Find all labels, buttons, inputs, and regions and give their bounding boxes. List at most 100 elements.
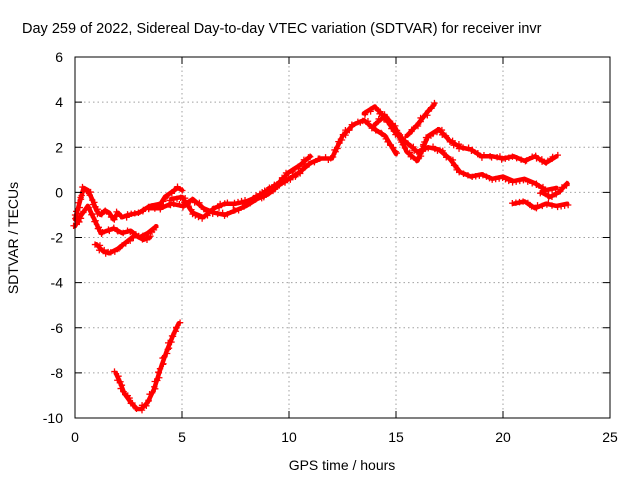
data-point-marker xyxy=(152,224,159,231)
data-point-marker xyxy=(107,249,115,256)
data-point-marker xyxy=(533,180,540,187)
data-point-marker xyxy=(170,196,177,203)
data-point-marker xyxy=(102,207,109,214)
data-point-marker xyxy=(135,209,142,216)
data-point-marker xyxy=(166,197,174,204)
data-point-marker xyxy=(88,210,96,218)
data-point-marker xyxy=(417,152,425,160)
series-satellite-track-11 xyxy=(111,319,184,414)
series-satellite-track-4 xyxy=(145,117,401,219)
data-point-marker xyxy=(88,211,95,218)
data-point-marker xyxy=(410,147,418,155)
data-point-marker xyxy=(160,202,167,209)
data-point-marker xyxy=(299,166,306,174)
data-point-marker xyxy=(331,146,338,154)
x-tick-label: 0 xyxy=(71,429,79,445)
data-point-marker xyxy=(563,180,571,188)
data-point-marker xyxy=(365,120,372,128)
data-point-marker xyxy=(545,187,552,194)
data-point-marker xyxy=(126,237,134,245)
data-point-marker xyxy=(114,228,122,235)
data-point-marker xyxy=(261,187,268,194)
data-point-marker xyxy=(83,187,90,195)
data-point-marker xyxy=(367,106,374,113)
data-point-marker xyxy=(431,99,438,107)
data-point-marker xyxy=(348,121,356,128)
data-point-marker xyxy=(168,332,176,340)
data-point-marker xyxy=(188,206,195,213)
data-point-marker xyxy=(176,201,183,208)
data-point-marker xyxy=(469,146,476,154)
data-point-marker xyxy=(148,389,156,396)
data-point-marker xyxy=(129,399,136,407)
data-point-marker xyxy=(410,143,417,151)
data-point-marker xyxy=(174,183,181,190)
data-point-marker xyxy=(133,405,140,413)
data-point-marker xyxy=(249,195,257,203)
data-point-marker xyxy=(76,204,84,211)
data-point-marker xyxy=(145,397,152,404)
data-point-marker xyxy=(539,183,547,191)
data-point-marker xyxy=(516,177,523,185)
x-tick-label: 20 xyxy=(495,429,511,445)
data-point-marker xyxy=(443,154,450,161)
y-tick-label: 0 xyxy=(55,184,63,200)
y-tick-label: 6 xyxy=(55,49,63,65)
grid xyxy=(75,57,610,418)
data-point-marker xyxy=(443,134,450,141)
data-point-marker xyxy=(123,214,130,221)
data-point-marker xyxy=(544,157,552,164)
data-point-marker xyxy=(460,170,467,177)
data-point-marker xyxy=(85,204,92,212)
data-point-marker xyxy=(113,208,120,216)
data-point-marker xyxy=(538,158,546,165)
data-point-marker xyxy=(561,202,568,209)
data-point-marker xyxy=(528,203,535,210)
data-point-marker xyxy=(86,191,93,199)
data-point-marker xyxy=(215,204,223,211)
data-point-marker xyxy=(407,153,415,160)
series-satellite-track-9 xyxy=(509,198,572,212)
data-point-marker xyxy=(118,381,126,389)
series-satellite-track-10 xyxy=(537,180,571,201)
data-point-marker xyxy=(111,216,118,223)
x-tick-label: 15 xyxy=(388,429,404,445)
data-point-marker xyxy=(224,211,231,218)
data-point-marker xyxy=(509,179,516,186)
data-point-marker xyxy=(145,205,152,213)
data-point-marker xyxy=(224,199,231,206)
data-point-marker xyxy=(465,144,472,151)
data-point-marker xyxy=(173,324,180,331)
data-point-marker xyxy=(505,154,513,161)
chart-title: Day 259 of 2022, Sidereal Day-to-day VTE… xyxy=(22,21,542,37)
data-point-marker xyxy=(107,213,115,221)
data-point-marker xyxy=(459,144,467,151)
data-point-marker xyxy=(110,224,117,231)
data-point-marker xyxy=(513,155,520,162)
data-point-marker xyxy=(372,127,380,134)
data-point-marker xyxy=(231,199,238,207)
data-point-marker xyxy=(329,153,337,161)
data-point-marker xyxy=(548,202,556,209)
data-point-marker xyxy=(377,129,385,137)
data-point-marker xyxy=(293,171,300,179)
data-point-marker xyxy=(440,149,447,157)
y-tick-label: -2 xyxy=(51,230,64,246)
series-satellite-track-7 xyxy=(370,113,562,166)
data-point-marker xyxy=(106,227,113,235)
data-point-marker xyxy=(300,156,308,163)
data-point-marker xyxy=(306,153,314,160)
x-axis-title: GPS time / hours xyxy=(289,457,396,473)
data-point-marker xyxy=(393,149,401,157)
data-point-marker xyxy=(517,156,525,163)
data-point-marker xyxy=(238,197,245,205)
data-point-marker xyxy=(115,373,122,380)
data-point-marker xyxy=(117,378,124,385)
data-point-marker xyxy=(147,232,154,240)
data-point-marker xyxy=(548,186,556,194)
y-tick-label: -10 xyxy=(43,410,63,426)
y-axis-title: SDTVAR / TECUs xyxy=(5,182,21,294)
data-point-marker xyxy=(78,192,85,199)
data-point-marker xyxy=(117,385,124,392)
